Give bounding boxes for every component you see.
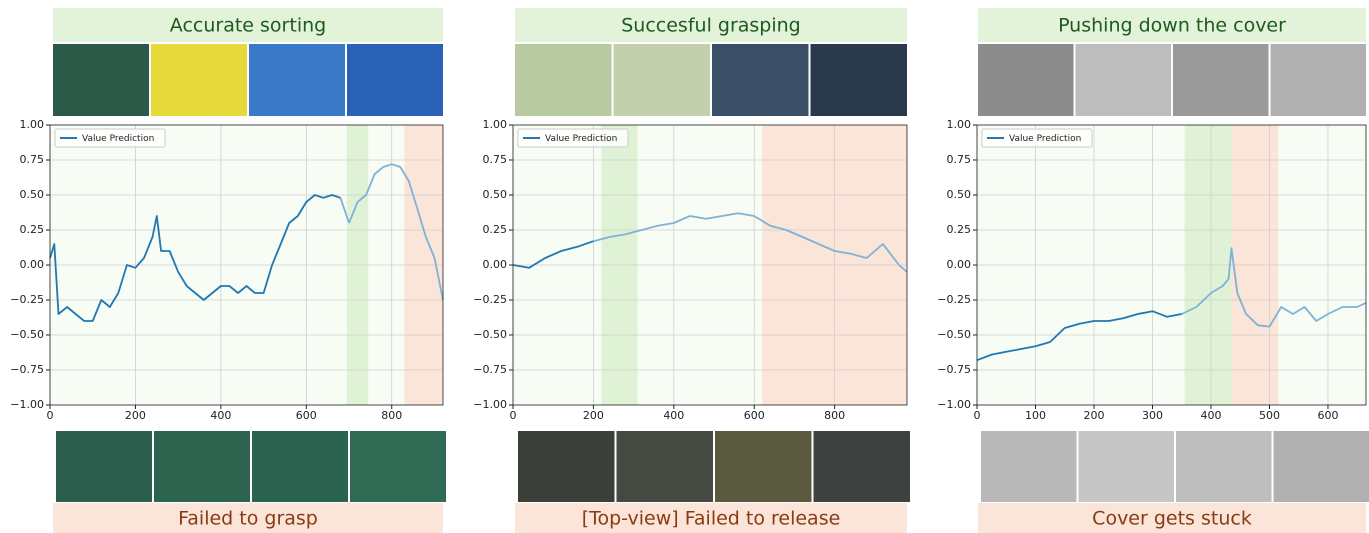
- x-tick-label: 500: [1259, 409, 1280, 422]
- y-tick-label: 0.25: [483, 223, 508, 236]
- thumbnail: [981, 431, 1077, 502]
- legend-label: Value Prediction: [82, 134, 154, 144]
- thumbnail: [518, 431, 615, 502]
- thumbnail: [515, 44, 612, 116]
- legend-label: Value Prediction: [545, 134, 617, 144]
- x-tick-label: 200: [125, 409, 146, 422]
- thumbnail: [978, 44, 1074, 116]
- y-tick-label: 1.00: [483, 118, 508, 131]
- thumbnail: [154, 431, 250, 502]
- x-tick-label: 0: [47, 409, 54, 422]
- legend-label: Value Prediction: [1009, 134, 1081, 144]
- thumbnail: [53, 44, 149, 116]
- figure: Accurate sorting Failed to grasp −1.00 −0.7…: [0, 0, 1369, 533]
- x-tick-label: 800: [381, 409, 402, 422]
- chart-caption: Cover gets stuck: [1092, 508, 1252, 530]
- y-tick-label: 0.50: [483, 188, 508, 201]
- y-tick-label: 0.25: [20, 223, 45, 236]
- y-tick-label: −1.00: [10, 398, 44, 411]
- thumbnail: [811, 44, 908, 116]
- y-tick-label: 0.50: [947, 188, 972, 201]
- x-tick-label: 600: [296, 409, 317, 422]
- y-tick-label: 0.00: [483, 258, 508, 271]
- y-tick-label: 0.50: [20, 188, 45, 201]
- y-tick-label: −0.50: [10, 328, 44, 341]
- y-tick-label: 0.00: [947, 258, 972, 271]
- thumbnail: [1079, 431, 1175, 502]
- y-tick-label: −0.50: [473, 328, 507, 341]
- x-tick-label: 0: [974, 409, 981, 422]
- thumbnail: [1176, 431, 1272, 502]
- y-tick-label: 0.75: [947, 153, 972, 166]
- y-tick-label: −0.75: [10, 363, 44, 376]
- y-tick-label: 1.00: [20, 118, 45, 131]
- thumbnail: [249, 44, 345, 116]
- x-tick-label: 200: [583, 409, 604, 422]
- thumbnail: [347, 44, 443, 116]
- y-tick-label: −1.00: [937, 398, 971, 411]
- chart-title: Succesful grasping: [621, 15, 801, 37]
- thumbnail: [350, 431, 446, 502]
- x-tick-label: 100: [1025, 409, 1046, 422]
- x-tick-label: 400: [1200, 409, 1221, 422]
- thumbnail: [715, 431, 812, 502]
- y-tick-label: −0.25: [937, 293, 971, 306]
- x-tick-label: 400: [210, 409, 231, 422]
- x-tick-label: 600: [744, 409, 765, 422]
- thumbnail: [151, 44, 247, 116]
- thumbnail: [617, 431, 714, 502]
- thumbnail: [1271, 44, 1367, 116]
- chart-title: Pushing down the cover: [1058, 15, 1286, 37]
- y-tick-label: −0.75: [473, 363, 507, 376]
- thumbnail: [252, 431, 348, 502]
- thumbnail: [1076, 44, 1172, 116]
- x-tick-label: 300: [1142, 409, 1163, 422]
- x-tick-label: 800: [824, 409, 845, 422]
- y-tick-label: 0.75: [483, 153, 508, 166]
- chart-caption: Failed to grasp: [178, 508, 318, 530]
- y-tick-label: −0.25: [473, 293, 507, 306]
- thumbnail: [56, 431, 152, 502]
- thumbnail: [814, 431, 911, 502]
- x-tick-label: 0: [510, 409, 517, 422]
- thumbnail: [1173, 44, 1269, 116]
- y-tick-label: 0.25: [947, 223, 972, 236]
- thumbnail: [1274, 431, 1369, 502]
- y-tick-label: −1.00: [473, 398, 507, 411]
- thumbnail: [712, 44, 809, 116]
- chart-caption: [Top-view] Failed to release: [582, 508, 841, 530]
- chart-title: Accurate sorting: [170, 15, 326, 37]
- thumbnail: [614, 44, 711, 116]
- x-tick-label: 200: [1083, 409, 1104, 422]
- y-tick-label: −0.50: [937, 328, 971, 341]
- y-tick-label: 0.75: [20, 153, 45, 166]
- y-tick-label: 1.00: [947, 118, 972, 131]
- x-tick-label: 400: [663, 409, 684, 422]
- y-tick-label: −0.75: [937, 363, 971, 376]
- y-tick-label: 0.00: [20, 258, 45, 271]
- x-tick-label: 600: [1317, 409, 1338, 422]
- y-tick-label: −0.25: [10, 293, 44, 306]
